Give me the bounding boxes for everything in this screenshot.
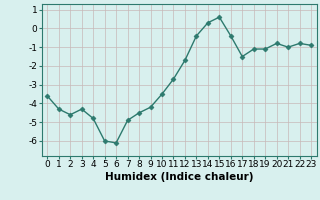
X-axis label: Humidex (Indice chaleur): Humidex (Indice chaleur) bbox=[105, 172, 253, 182]
